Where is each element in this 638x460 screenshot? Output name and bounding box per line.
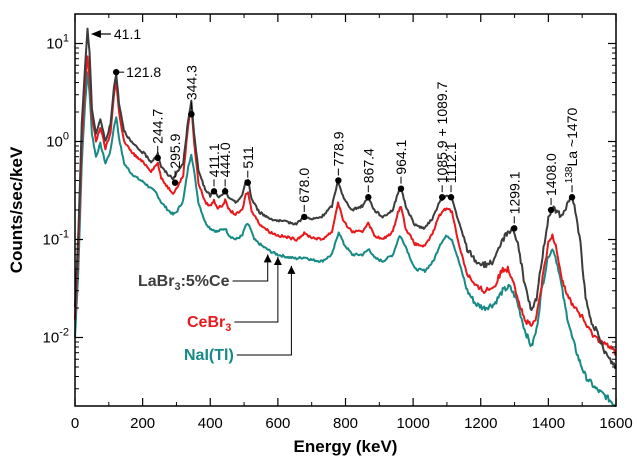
peak-marker [171, 179, 179, 186]
peak-arrow [90, 30, 101, 38]
y-tick-base: 10 [43, 232, 60, 249]
legend-entry: NaI(Tl) [184, 347, 234, 364]
y-tick-label: 100 [46, 131, 69, 151]
peak-label: 1085.9 + 1089.7 [434, 81, 450, 183]
peak-label: 138La ~1470 [564, 108, 580, 184]
legend-leader [232, 254, 269, 282]
peak-label: 41.1 [114, 26, 141, 42]
peak-label-superscript: 138 [564, 166, 575, 183]
y-tick-base: 10 [46, 36, 63, 53]
y-tick-label: 101 [46, 33, 69, 53]
peak-label: 867.4 [360, 148, 376, 183]
peak-label: 411.1 [206, 143, 222, 177]
peak-marker [221, 188, 229, 195]
legend-text: LaBr [138, 273, 174, 290]
x-tick-label: 600 [265, 415, 290, 432]
legend-text: CeBr [187, 314, 225, 331]
legend-entry: LaBr3:5%Ce [138, 273, 230, 293]
peak-label-text: La ~1470 [564, 108, 580, 167]
peak-label: 1408.0 [543, 153, 559, 196]
x-tick-label: 1200 [464, 415, 497, 432]
x-axis-label: Energy (keV) [294, 437, 398, 456]
peak-marker [244, 179, 251, 186]
peak-label: 295.9 [167, 133, 183, 168]
peak-marker [438, 194, 446, 201]
series-line-cebr3 [74, 55, 617, 356]
legend-subscript: 3 [174, 281, 180, 293]
peak-marker [365, 194, 372, 201]
legend-arrowhead [273, 256, 282, 265]
x-tick-label: 0 [71, 415, 79, 432]
y-tick-exponent: -1 [59, 229, 69, 241]
peak-marker [568, 194, 576, 201]
y-tick-label: 10-2 [43, 327, 69, 347]
y-tick-exponent: 1 [63, 33, 69, 45]
legend-arrowhead [287, 265, 296, 274]
peak-label: 244.7 [150, 109, 166, 144]
y-axis-label: Counts/sec/keV [7, 146, 26, 273]
peak-label: 344.3 [183, 65, 199, 100]
peak-label: 1299.1 [506, 171, 522, 214]
series-line-labr3-5-ce [74, 27, 617, 370]
peak-marker [301, 213, 308, 221]
peak-label: 678.0 [296, 168, 312, 203]
legend-leader [234, 256, 279, 323]
legend-arrowhead [263, 254, 272, 263]
x-tick-label: 200 [130, 415, 155, 432]
peak-marker [511, 225, 518, 232]
legend-subscript: 3 [225, 322, 231, 334]
series-line-nai-tl- [74, 71, 616, 407]
x-tick-label: 1000 [396, 415, 429, 432]
y-tick-exponent: -2 [59, 327, 69, 339]
x-tick-label: 400 [198, 415, 223, 432]
x-tick-label: 1400 [532, 415, 565, 432]
y-tick-base: 10 [43, 330, 60, 347]
peak-label: 964.1 [393, 139, 409, 174]
peak-marker [547, 206, 555, 214]
legend-leader [236, 265, 292, 356]
peak-marker [188, 110, 195, 118]
x-tick-label: 1600 [599, 415, 632, 432]
peak-marker [154, 154, 161, 162]
y-tick-label: 10-1 [43, 229, 69, 249]
peak-marker [335, 177, 342, 184]
legend-text-suffix: :5%Ce [181, 273, 230, 290]
peak-label: 121.8 [126, 64, 161, 80]
peak-marker [210, 188, 218, 195]
peak-marker [397, 185, 405, 192]
peak-marker [447, 194, 455, 201]
legend-entry: CeBr3 [187, 314, 231, 334]
y-tick-base: 10 [46, 134, 63, 151]
x-tick-label: 800 [333, 415, 358, 432]
series-layer [74, 27, 617, 407]
legend-text: NaI(Tl) [184, 347, 234, 364]
y-tick-exponent: 0 [63, 131, 69, 143]
axes: 0 200 400 600 800 1000 1200 1400 160010110010-11… [43, 13, 633, 432]
peak-label: 444.0 [217, 142, 233, 177]
peak-label: 1112.1 [443, 142, 459, 183]
peak-label: 511 [240, 146, 256, 169]
peak-label: 778.9 [330, 131, 346, 166]
